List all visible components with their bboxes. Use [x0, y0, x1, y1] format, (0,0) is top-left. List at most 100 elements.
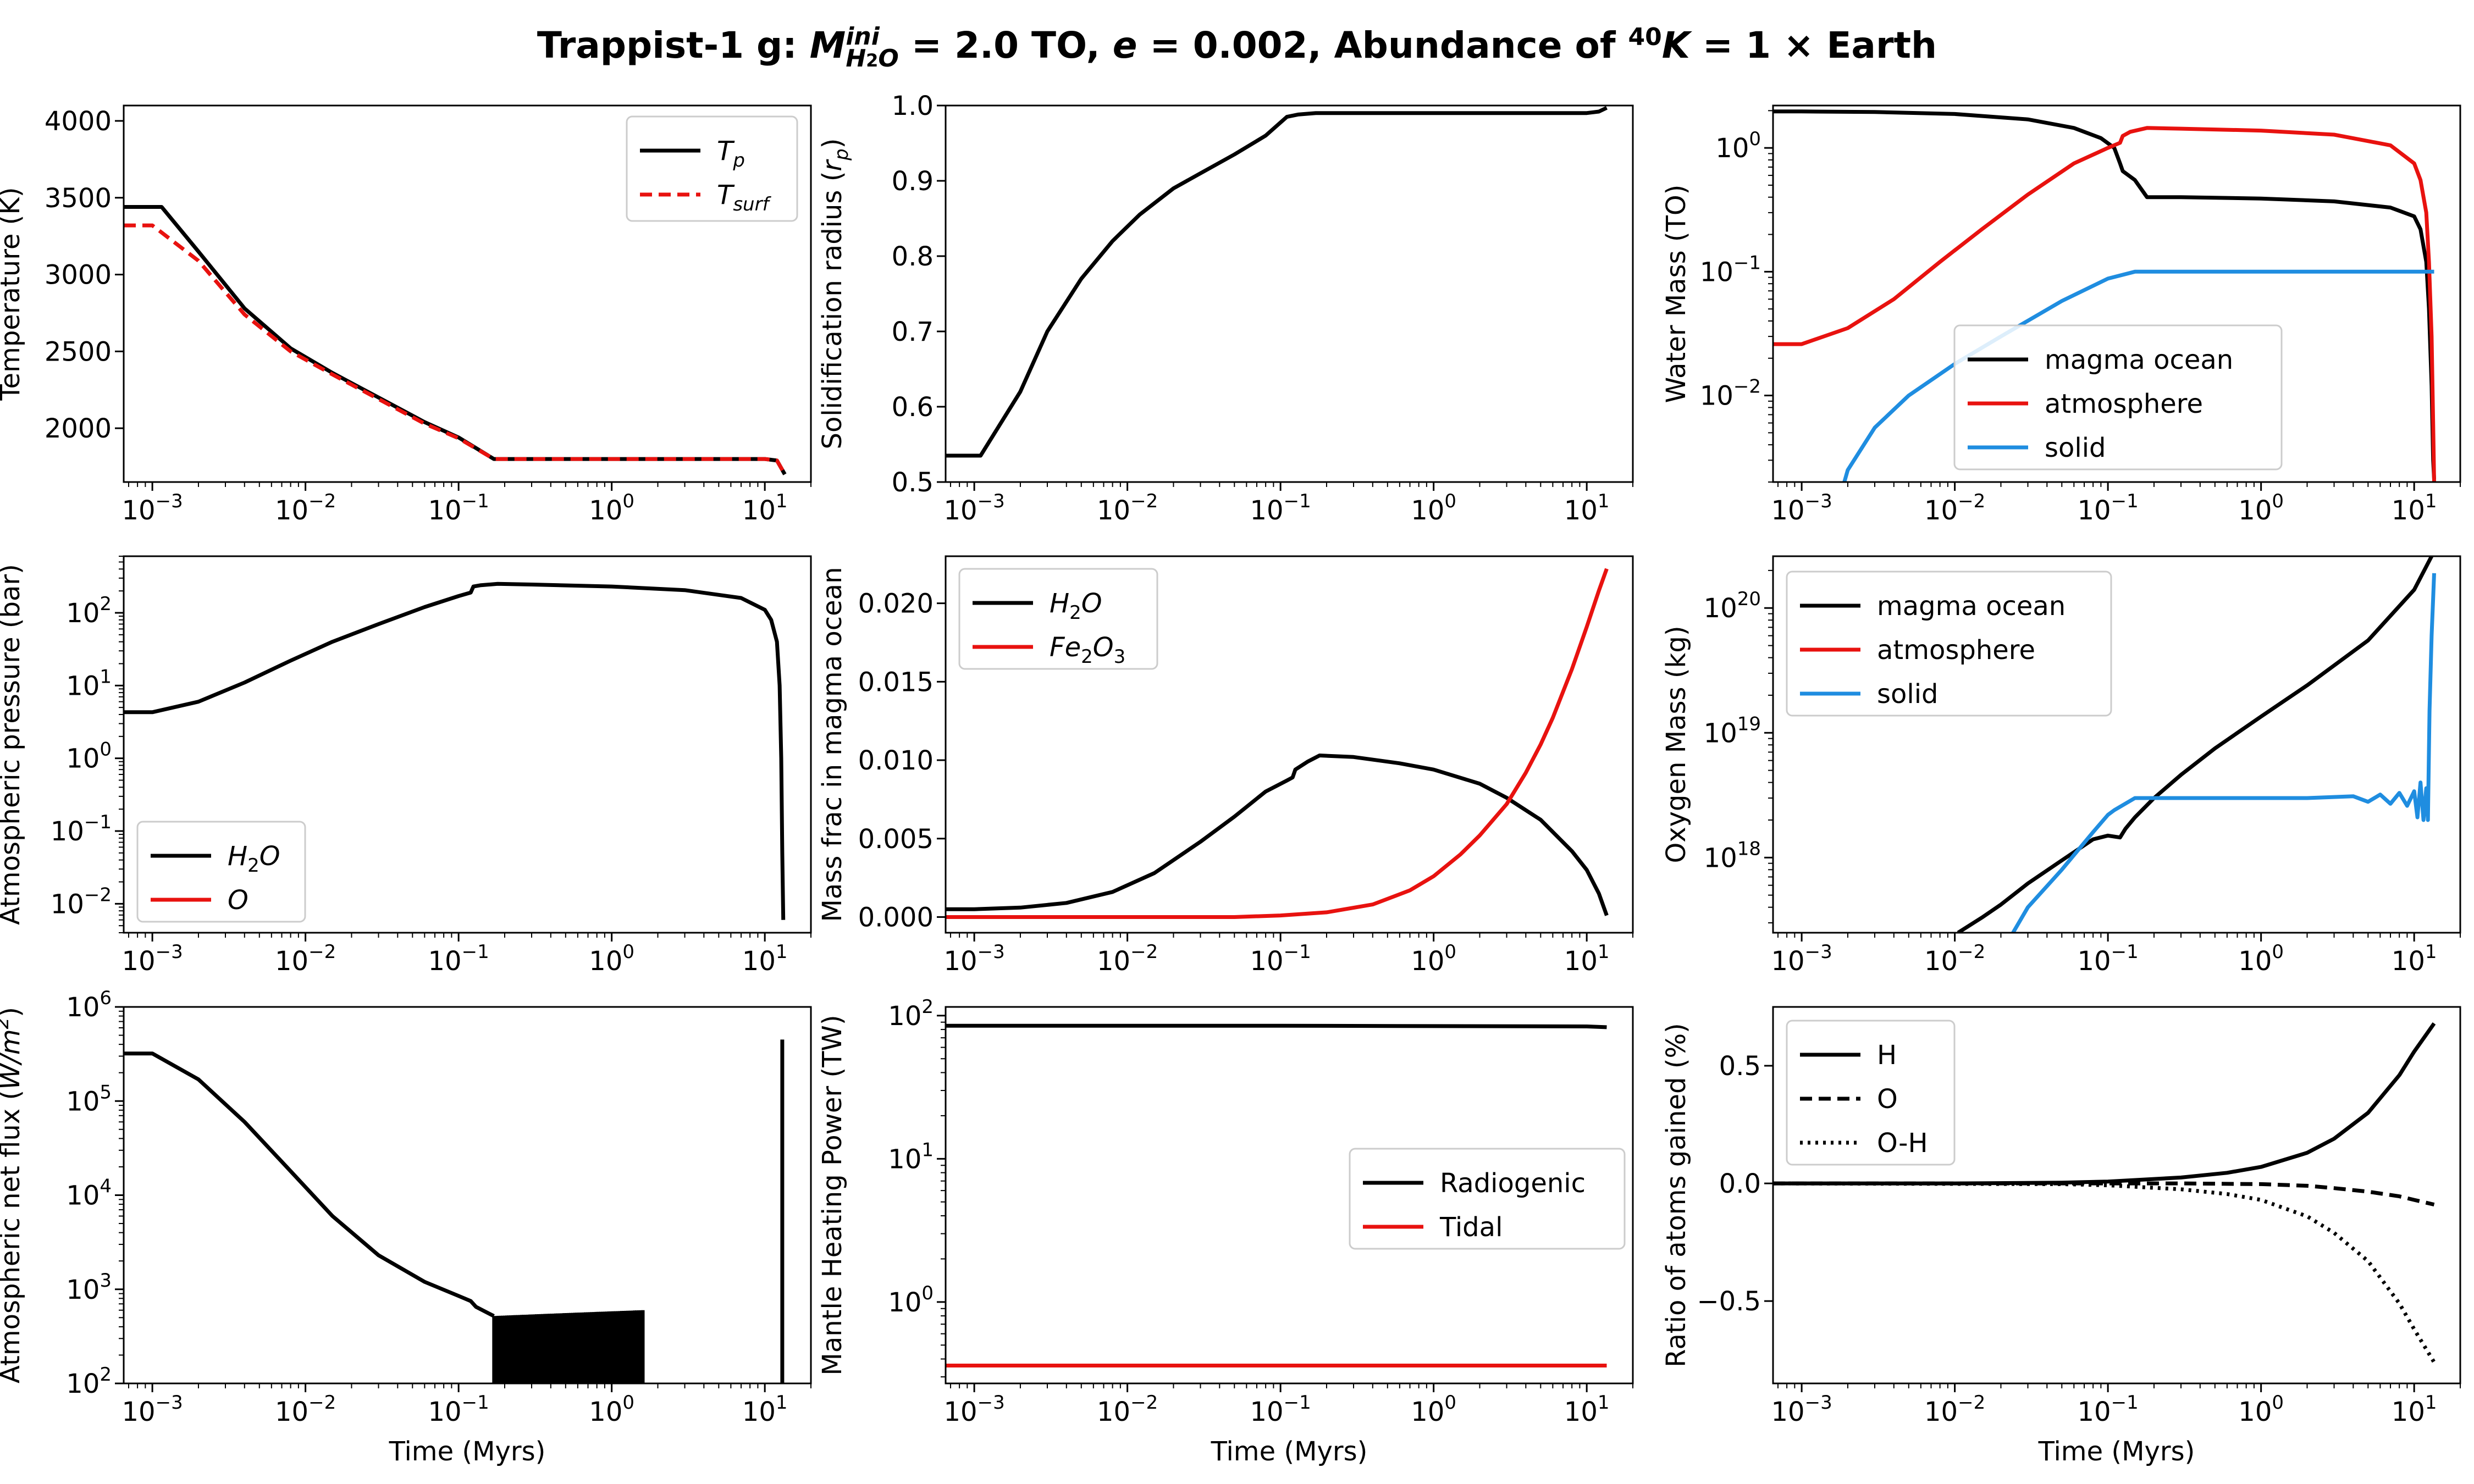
legend-box	[626, 115, 798, 222]
legend-label: solid	[1877, 679, 1939, 710]
y-tick-label: 102	[66, 593, 112, 629]
x-tick-label: 10−1	[2078, 1392, 2139, 1427]
axes-frame	[945, 1006, 1634, 1385]
y-tick-label: 0.8	[892, 241, 934, 272]
plot-area-mass_frac	[946, 568, 1609, 919]
x-tick-label: 10−2	[1097, 490, 1158, 526]
x-tick-label: 100	[1411, 1392, 1456, 1427]
plot-area-heating_power	[946, 1023, 1607, 1367]
plot-area-water_mass	[1773, 109, 2436, 482]
x-tick-label: 10−1	[1250, 1392, 1311, 1427]
legend-box	[958, 568, 1158, 670]
y-axis-label: Mass frac in magma ocean	[817, 567, 848, 922]
x-tick-label: 101	[1564, 490, 1610, 526]
title-e-symbol: e	[1112, 24, 1137, 67]
y-tick-label: 0.6	[892, 392, 934, 423]
y-tick-label: 3000	[45, 260, 112, 291]
x-tick-label: 10−1	[428, 490, 489, 526]
y-tick-label: 100	[1715, 128, 1761, 164]
y-tick-label: 2500	[45, 336, 112, 367]
series-line-solidification-0	[946, 106, 1608, 458]
legend-label: H2O	[1050, 588, 1102, 624]
x-tick-label: 10−2	[1924, 941, 1985, 977]
y-tick-label: 2000	[45, 413, 112, 444]
series-line-atoms_ratio-1	[1773, 1181, 2435, 1207]
legend-water_mass: magma ocean atmosphere solid	[1953, 324, 2283, 470]
plot-area-net_flux	[124, 1039, 785, 1383]
series-line-oxygen_mass-0	[1957, 556, 2434, 933]
y-tick-label: 0.015	[858, 667, 934, 697]
y-tick-label: 10−2	[51, 884, 112, 920]
y-axis-label: Mantle Heating Power (TW)	[817, 1015, 848, 1375]
y-axis-label: Temperature (K)	[0, 187, 26, 401]
plot-area-atm_pressure	[124, 582, 786, 920]
legend-label: solid	[2045, 433, 2106, 463]
axes-frame	[123, 104, 812, 483]
x-tick-label: 101	[742, 941, 788, 977]
chart-heating_power: 10−3 10−2 10−1 100 101 100 101 102 Time (Myrs) Ma…	[817, 996, 1634, 1467]
legend-box	[1953, 324, 2283, 470]
axes-frame	[1772, 104, 2461, 483]
plot-area-solidification	[946, 106, 1608, 458]
y-tick-label: 0.7	[892, 317, 934, 347]
legend-label: O	[228, 885, 248, 916]
y-tick-label: 105	[66, 1081, 112, 1117]
chart-temperature: 10−3 10−2 10−1 100 101 2000 2500 3000 3500 4000 Te…	[0, 104, 812, 526]
y-tick-label: 102	[66, 1364, 112, 1399]
legend-label: O-H	[1877, 1128, 1928, 1159]
title-m-sub-o: O	[878, 44, 899, 73]
x-tick-label: 10−1	[1250, 941, 1311, 977]
plot-area-temperature	[124, 205, 787, 475]
legend-oxygen_mass: magma ocean atmosphere solid	[1786, 571, 2112, 717]
x-tick-label: 10−2	[275, 1392, 336, 1427]
y-axis-label: Oxygen Mass (kg)	[1661, 625, 1692, 863]
plot-area-oxygen_mass	[1957, 556, 2436, 933]
legend-box	[1786, 571, 2112, 717]
x-tick-label: 101	[2392, 941, 2437, 977]
x-tick-label: 100	[1411, 941, 1456, 977]
series-line-water_mass-1	[1773, 126, 2436, 482]
y-tick-label: 0.020	[858, 589, 934, 619]
x-axis-label: Time (Myrs)	[389, 1436, 546, 1467]
title-m-symbol: M	[809, 24, 846, 67]
x-tick-label: 10−1	[2078, 941, 2139, 977]
x-tick-label: 10−3	[944, 1392, 1005, 1427]
x-tick-label: 10−3	[1771, 1392, 1832, 1427]
y-tick-label: 104	[66, 1176, 112, 1211]
title-m-sup: ini	[846, 23, 880, 51]
x-tick-label: 10−1	[428, 1392, 489, 1427]
chart-water_mass: 10−3 10−2 10−1 100 101 10−2 10−1 100 Water Mass …	[1661, 104, 2461, 526]
y-axis-label: Water Mass (TO)	[1661, 185, 1692, 403]
title-e-value: = 0.002, Abundance of	[1137, 24, 1628, 67]
series-line-mass_frac-1	[946, 568, 1609, 919]
legend-label: H2O	[228, 841, 280, 877]
y-tick-label: 0.0	[1719, 1169, 1761, 1199]
x-tick-label: 10−2	[1097, 941, 1158, 977]
x-tick-label: 101	[2392, 490, 2437, 526]
y-axis-label: Solidification radius (rp)	[817, 139, 853, 450]
y-tick-label: 1018	[1704, 838, 1761, 873]
legend-label: magma ocean	[2045, 345, 2233, 375]
y-tick-label: 101	[66, 666, 112, 701]
x-tick-label: 10−3	[122, 490, 183, 526]
y-tick-label: −0.5	[1697, 1286, 1761, 1317]
x-tick-label: 100	[2238, 1392, 2284, 1427]
x-tick-label: 101	[2392, 1392, 2437, 1427]
x-axis-label: Time (Myrs)	[2038, 1436, 2195, 1467]
title-m-sub-h: H	[846, 44, 866, 73]
y-tick-label: 1.0	[892, 91, 934, 121]
y-tick-label: 3500	[45, 183, 112, 214]
legend-label: atmosphere	[1877, 635, 2035, 666]
title-k-sup: 40	[1628, 23, 1662, 51]
x-tick-label: 100	[589, 490, 634, 526]
axes-frame	[123, 555, 812, 934]
series-line-mass_frac-0	[946, 754, 1609, 916]
y-tick-label: 0.000	[858, 902, 934, 933]
y-tick-label: 0.005	[858, 824, 934, 855]
y-tick-label: 103	[66, 1270, 112, 1305]
x-tick-label: 10−2	[1924, 1392, 1985, 1427]
chart-solidification: 10−3 10−2 10−1 100 101 0.5 0.6 0.7 0.8 0.9 1.0 Soli…	[817, 91, 1634, 526]
y-tick-label: 0.9	[892, 166, 934, 197]
